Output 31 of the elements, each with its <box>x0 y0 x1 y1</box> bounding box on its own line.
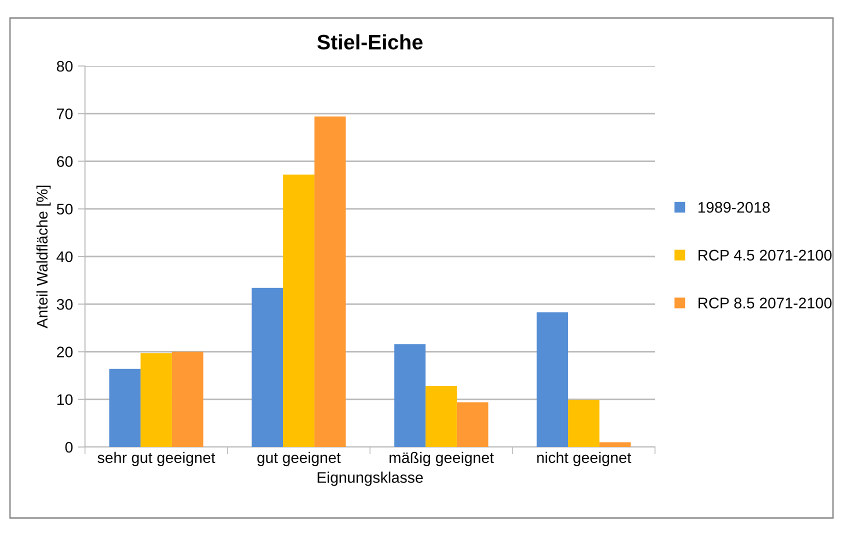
x-axis-title: Eignungsklasse <box>318 472 423 486</box>
bar <box>394 344 426 447</box>
bar <box>456 402 488 447</box>
y-tick-label: 50 <box>56 204 73 215</box>
x-tick-label: nicht geeignet <box>537 452 632 466</box>
bar <box>252 288 284 447</box>
bar <box>599 442 631 447</box>
y-tick-label: 30 <box>56 298 73 310</box>
legend-label: RCP 4.5 2071-2100 <box>698 250 832 261</box>
bar <box>568 400 600 447</box>
bar <box>314 116 346 447</box>
bar <box>140 353 172 447</box>
y-tick-label: 0 <box>65 442 73 453</box>
y-axis-title: Anteil Waldfläche [%] <box>36 186 51 328</box>
legend-label: RCP 8.5 2071-2100 <box>698 298 832 308</box>
y-tick-label: 60 <box>56 156 73 167</box>
x-tick-label: gut geeignet <box>257 452 341 466</box>
y-tick-label: 40 <box>56 251 73 262</box>
y-tick-label: 20 <box>56 346 73 358</box>
bar <box>109 368 141 447</box>
y-tick-label: 80 <box>56 60 73 72</box>
x-tick-label: sehr gut geeignet <box>98 452 216 466</box>
bar <box>536 312 568 447</box>
chart-title: Stiel-Eiche <box>317 34 423 50</box>
bar <box>283 174 314 447</box>
bar <box>172 352 204 447</box>
legend-label: 1989-2018 <box>698 202 770 213</box>
x-tick-label: mäßig geeignet <box>390 452 494 466</box>
y-tick-label: 10 <box>57 394 73 406</box>
y-tick-label: 70 <box>56 108 73 120</box>
bar <box>426 386 457 447</box>
